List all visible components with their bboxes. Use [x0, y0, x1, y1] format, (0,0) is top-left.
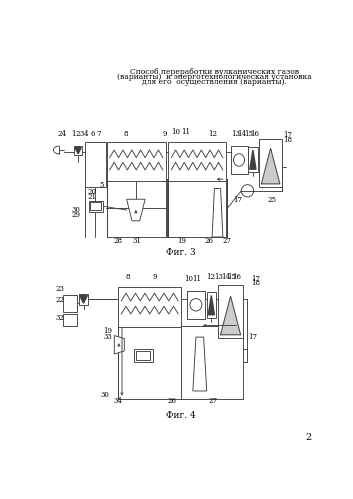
Text: 8: 8	[125, 273, 130, 281]
Text: (варианты)  и энерготехнологическая установка: (варианты) и энерготехнологическая устан…	[117, 73, 312, 81]
Bar	[64, 314, 77, 326]
Bar	[207, 292, 216, 318]
Text: Фиг. 4: Фиг. 4	[166, 411, 196, 420]
Text: 10: 10	[184, 274, 193, 282]
Polygon shape	[114, 335, 124, 354]
Text: 19: 19	[104, 327, 113, 335]
Text: 26: 26	[204, 237, 214, 245]
Bar	[74, 146, 82, 155]
Text: 12: 12	[208, 130, 217, 138]
Text: 2: 2	[75, 130, 79, 138]
Bar	[118, 325, 243, 399]
Text: 26: 26	[168, 397, 176, 405]
Text: 12: 12	[206, 273, 215, 281]
Text: 30: 30	[71, 206, 80, 214]
Ellipse shape	[190, 298, 202, 311]
Text: 4: 4	[84, 130, 88, 138]
Bar	[187, 291, 205, 318]
Text: для его  осуществления (варианты).: для его осуществления (варианты).	[142, 78, 287, 86]
Text: 24: 24	[58, 130, 66, 138]
Text: 11: 11	[192, 274, 201, 282]
Bar	[118, 287, 181, 327]
Text: 21: 21	[88, 193, 96, 201]
Text: 17: 17	[233, 196, 242, 204]
Text: Способ переработки вулканических газов: Способ переработки вулканических газов	[130, 67, 299, 75]
Text: 17: 17	[249, 333, 257, 341]
Text: 8: 8	[124, 130, 128, 138]
Text: 14: 14	[238, 130, 247, 138]
Bar	[107, 179, 167, 237]
Text: 18: 18	[283, 136, 292, 144]
Polygon shape	[75, 148, 81, 154]
Bar	[231, 146, 247, 174]
Text: 9: 9	[153, 273, 157, 281]
Bar	[168, 142, 226, 181]
Text: 9: 9	[163, 130, 167, 138]
Text: 20: 20	[88, 188, 96, 196]
Text: 34: 34	[114, 397, 122, 405]
Polygon shape	[208, 295, 214, 315]
Text: 30: 30	[101, 391, 109, 399]
Text: 7: 7	[97, 130, 101, 138]
Text: 14: 14	[221, 273, 230, 281]
Text: 29: 29	[71, 211, 80, 219]
Text: 13: 13	[215, 273, 223, 281]
Text: 22: 22	[56, 296, 65, 304]
Text: 17: 17	[283, 131, 292, 139]
Text: 28: 28	[114, 237, 122, 245]
Bar	[85, 142, 106, 187]
Bar	[218, 285, 243, 338]
Polygon shape	[221, 296, 241, 335]
Polygon shape	[212, 189, 223, 237]
Bar	[79, 294, 88, 305]
Text: 18: 18	[251, 279, 260, 287]
Text: 3: 3	[79, 130, 83, 138]
Polygon shape	[261, 148, 280, 184]
Bar	[64, 295, 77, 312]
Text: 13: 13	[232, 130, 240, 138]
Text: 19: 19	[178, 237, 187, 245]
Polygon shape	[80, 295, 87, 303]
Text: 11: 11	[181, 128, 190, 136]
Text: 10: 10	[172, 128, 180, 136]
Polygon shape	[127, 199, 145, 221]
Ellipse shape	[234, 154, 245, 166]
Text: 25: 25	[268, 196, 277, 204]
Text: 17: 17	[251, 274, 260, 282]
Bar	[90, 202, 101, 210]
Bar	[136, 351, 150, 360]
Polygon shape	[193, 337, 207, 391]
Bar	[168, 179, 227, 237]
Text: 31: 31	[133, 237, 142, 245]
Polygon shape	[250, 150, 256, 169]
Text: 16: 16	[232, 273, 241, 281]
Text: 5: 5	[99, 182, 103, 190]
Text: 27: 27	[208, 397, 217, 405]
Bar	[248, 147, 258, 172]
Bar	[89, 201, 103, 212]
Text: 15: 15	[244, 130, 253, 138]
Text: 32: 32	[56, 314, 65, 322]
Text: Фиг. 3: Фиг. 3	[166, 248, 195, 257]
Text: 27: 27	[223, 237, 232, 245]
Text: 1: 1	[71, 130, 76, 138]
Text: 23: 23	[56, 285, 65, 293]
Text: 16: 16	[250, 130, 259, 138]
Text: 15: 15	[227, 273, 236, 281]
Bar	[259, 139, 282, 187]
Text: 6: 6	[90, 130, 95, 138]
Bar	[133, 349, 153, 362]
Text: 2: 2	[305, 434, 311, 443]
Text: 33: 33	[104, 333, 113, 341]
Bar	[107, 142, 166, 181]
